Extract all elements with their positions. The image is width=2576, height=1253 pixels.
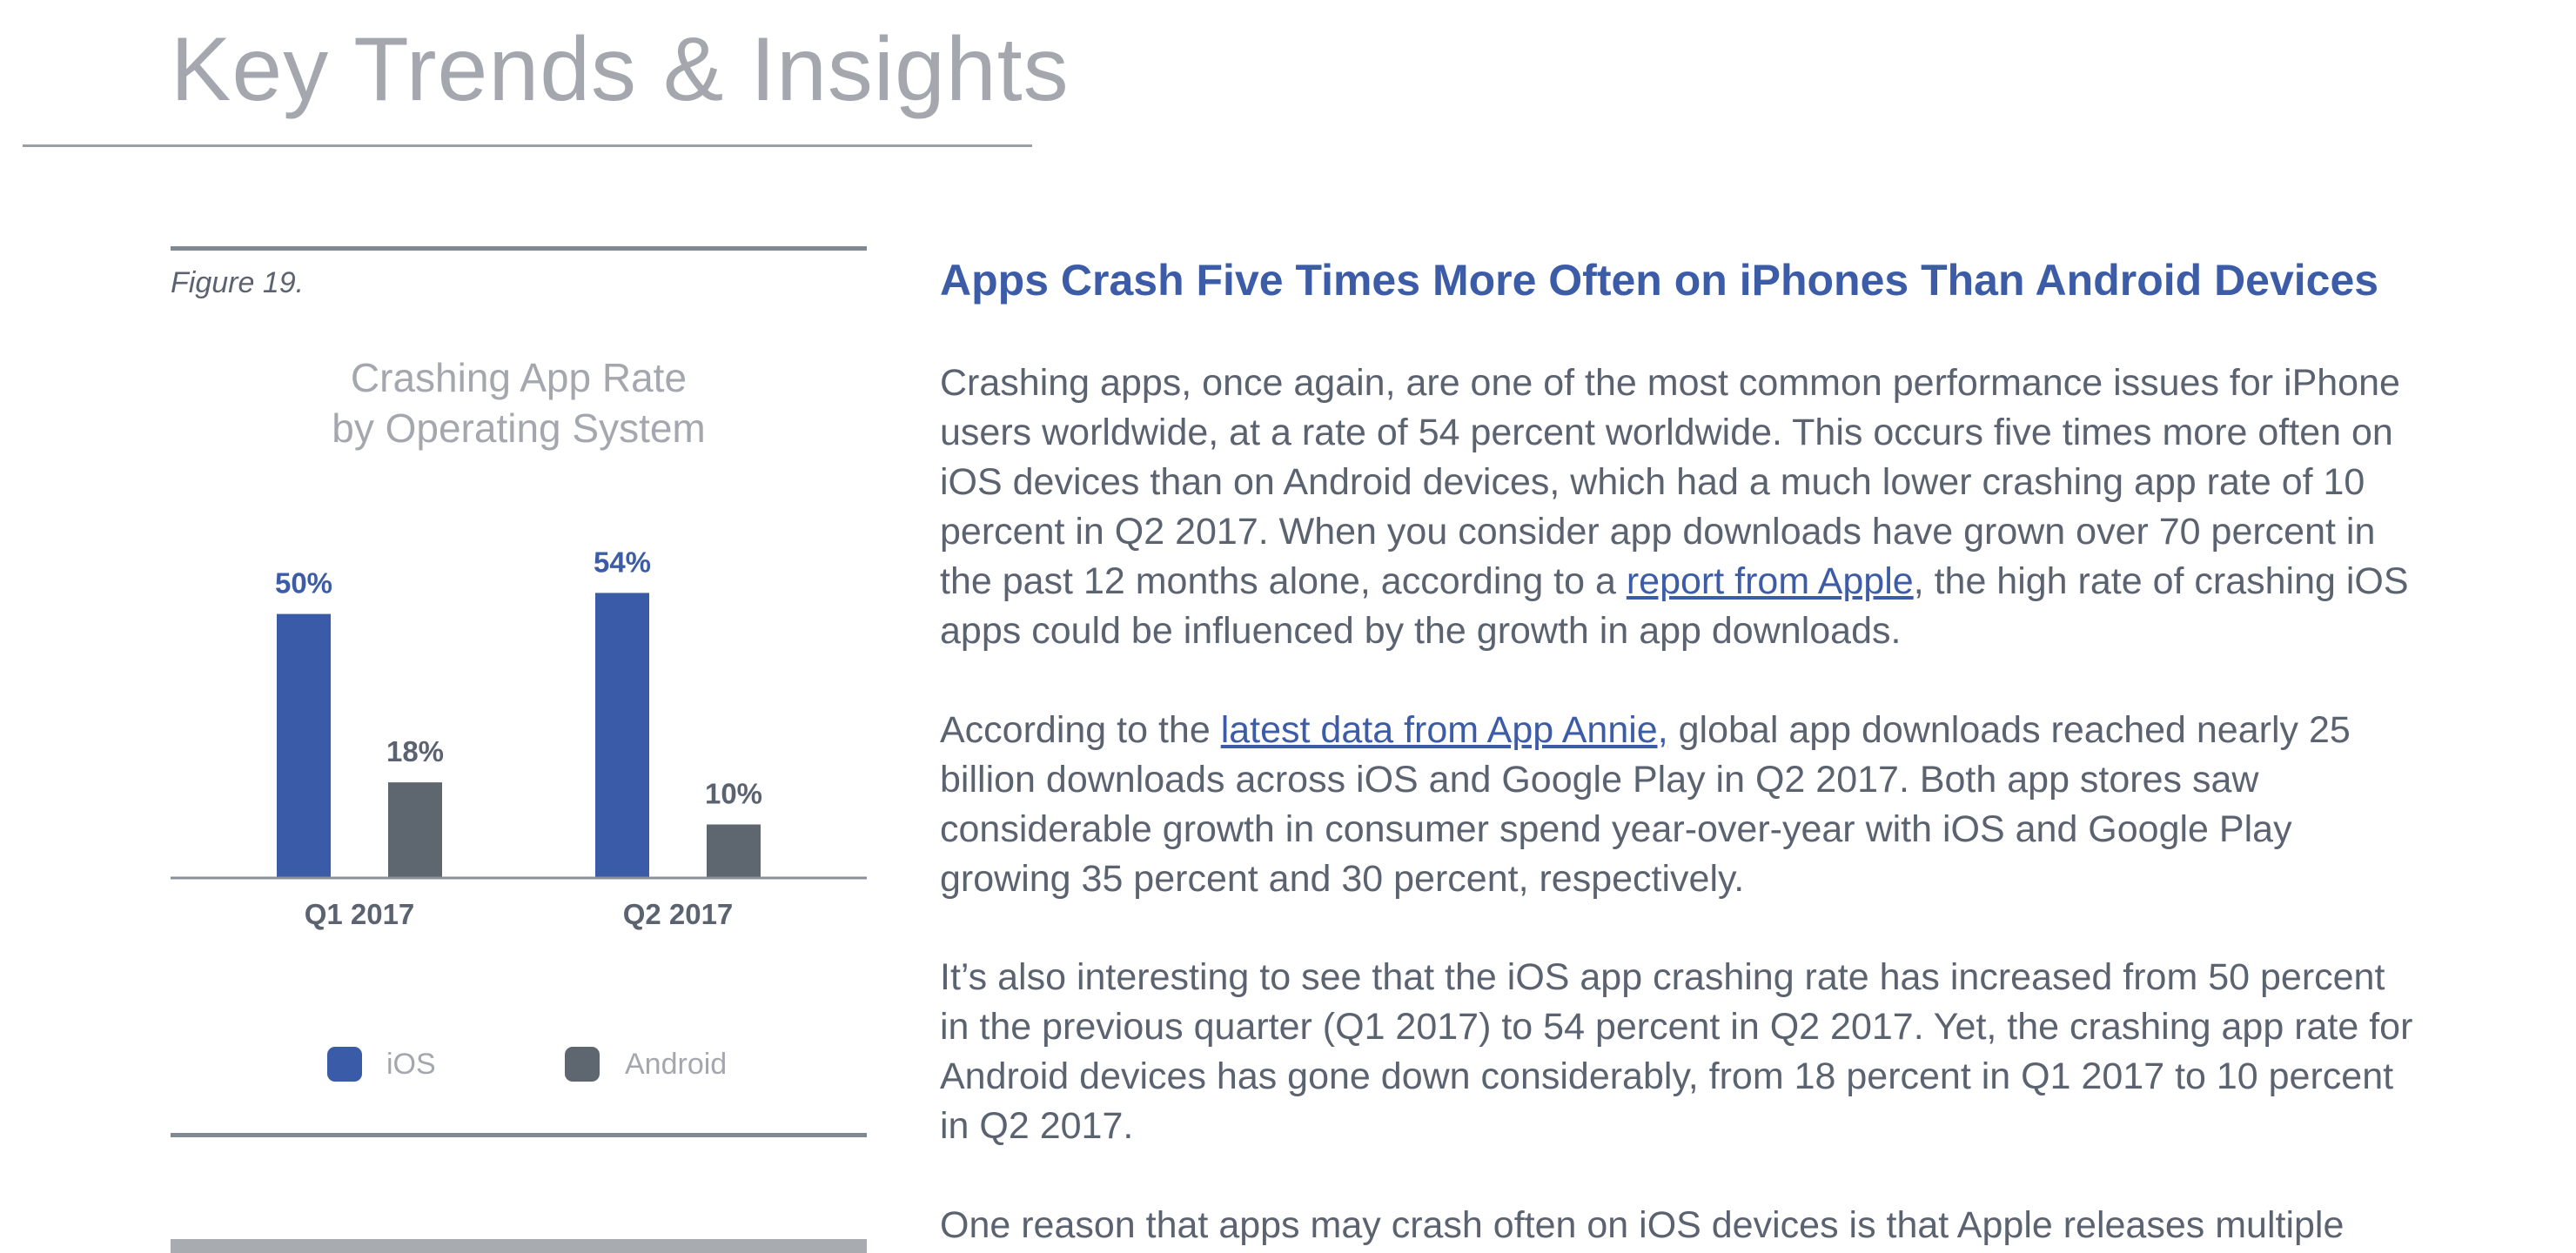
x-tick-label: Q1 2017 xyxy=(305,898,415,930)
chart-title: Crashing App Rate by Operating System xyxy=(171,352,867,453)
data-label-ios-q2-2017: 54% xyxy=(594,546,651,578)
bar-ios-q2-2017 xyxy=(595,593,649,877)
legend-swatch-ios xyxy=(327,1047,362,1082)
report-from-apple-link[interactable]: report from Apple xyxy=(1626,560,1914,602)
article-heading: Apps Crash Five Times More Often on iPho… xyxy=(940,256,2379,305)
x-tick-label: Q2 2017 xyxy=(623,898,734,930)
paragraph-4: One reason that apps may crash often on … xyxy=(940,1204,2345,1246)
paragraph-1-text-b: , the high rate of crashing iOS apps cou… xyxy=(940,560,2409,652)
legend-label-android: Android xyxy=(625,1048,728,1081)
paragraph-2-text-a: According to the xyxy=(940,709,1221,751)
data-label-ios-q1-2017: 50% xyxy=(275,567,332,600)
paragraph-1-text-a: Crashing apps, once again, are one of th… xyxy=(940,362,2400,602)
title-divider xyxy=(23,144,1032,147)
figure-top-rule xyxy=(171,246,867,251)
paragraph-2: According to the latest data from App An… xyxy=(940,706,2419,904)
paragraph-1: Crashing apps, once again, are one of th… xyxy=(940,358,2419,656)
data-label-android-q2-2017: 10% xyxy=(705,778,762,810)
bar-android-q1-2017 xyxy=(388,782,442,877)
bar-ios-q1-2017 xyxy=(277,613,331,877)
next-figure-header-bar xyxy=(171,1239,867,1253)
legend-label-ios: iOS xyxy=(386,1048,436,1081)
chart-title-line-1: Crashing App Rate xyxy=(350,355,688,400)
figure-label: Figure 19. xyxy=(171,266,305,299)
figure-bottom-rule xyxy=(171,1133,867,1137)
paragraph-3: It’s also interesting to see that the iO… xyxy=(940,956,2413,1147)
paragraph-2-text-b: global app downloads reached nearly 25 b… xyxy=(940,709,2351,900)
legend-swatch-android xyxy=(565,1047,600,1082)
page-title: Key Trends & Insights xyxy=(171,19,1070,120)
bar-android-q2-2017 xyxy=(707,824,761,877)
chart-title-line-2: by Operating System xyxy=(332,405,706,451)
app-annie-data-link[interactable]: latest data from App Annie, xyxy=(1220,709,1668,751)
data-label-android-q1-2017: 18% xyxy=(386,735,444,767)
